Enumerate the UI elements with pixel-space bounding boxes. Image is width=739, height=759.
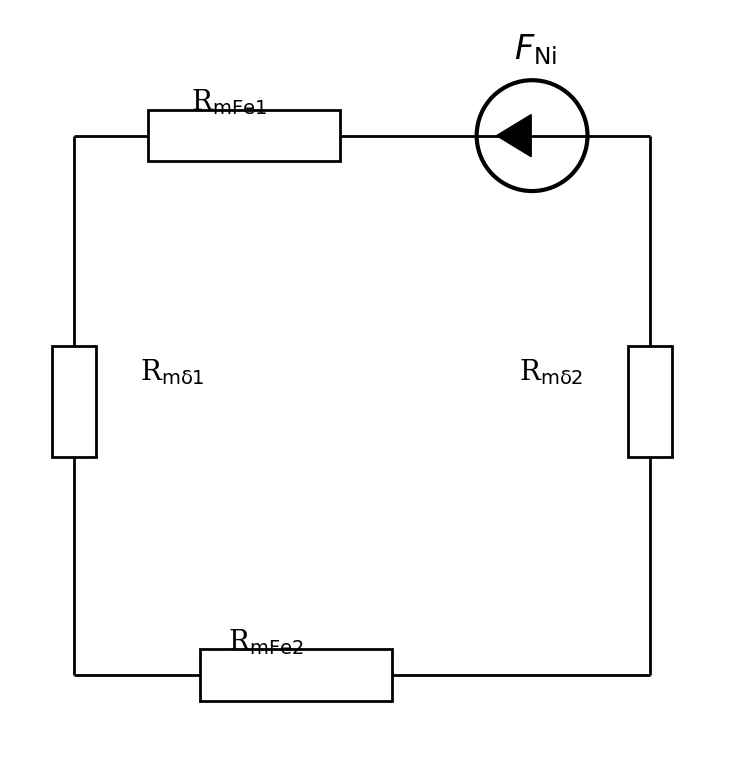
Text: R$_{\mathrm{m\delta2}}$: R$_{\mathrm{m\delta2}}$	[520, 357, 584, 387]
Bar	[200, 649, 392, 701]
Bar	[148, 110, 340, 162]
Bar	[628, 346, 672, 457]
Text: R$_{\mathrm{m\delta1}}$: R$_{\mathrm{m\delta1}}$	[140, 357, 205, 387]
Polygon shape	[497, 115, 531, 156]
Text: $F_{\mathrm{Ni}}$: $F_{\mathrm{Ni}}$	[514, 32, 557, 67]
Text: R$_{\mathrm{mFe2}}$: R$_{\mathrm{mFe2}}$	[228, 627, 304, 657]
Bar	[52, 346, 96, 457]
Text: R$_{\mathrm{mFe1}}$: R$_{\mathrm{mFe1}}$	[191, 87, 267, 117]
